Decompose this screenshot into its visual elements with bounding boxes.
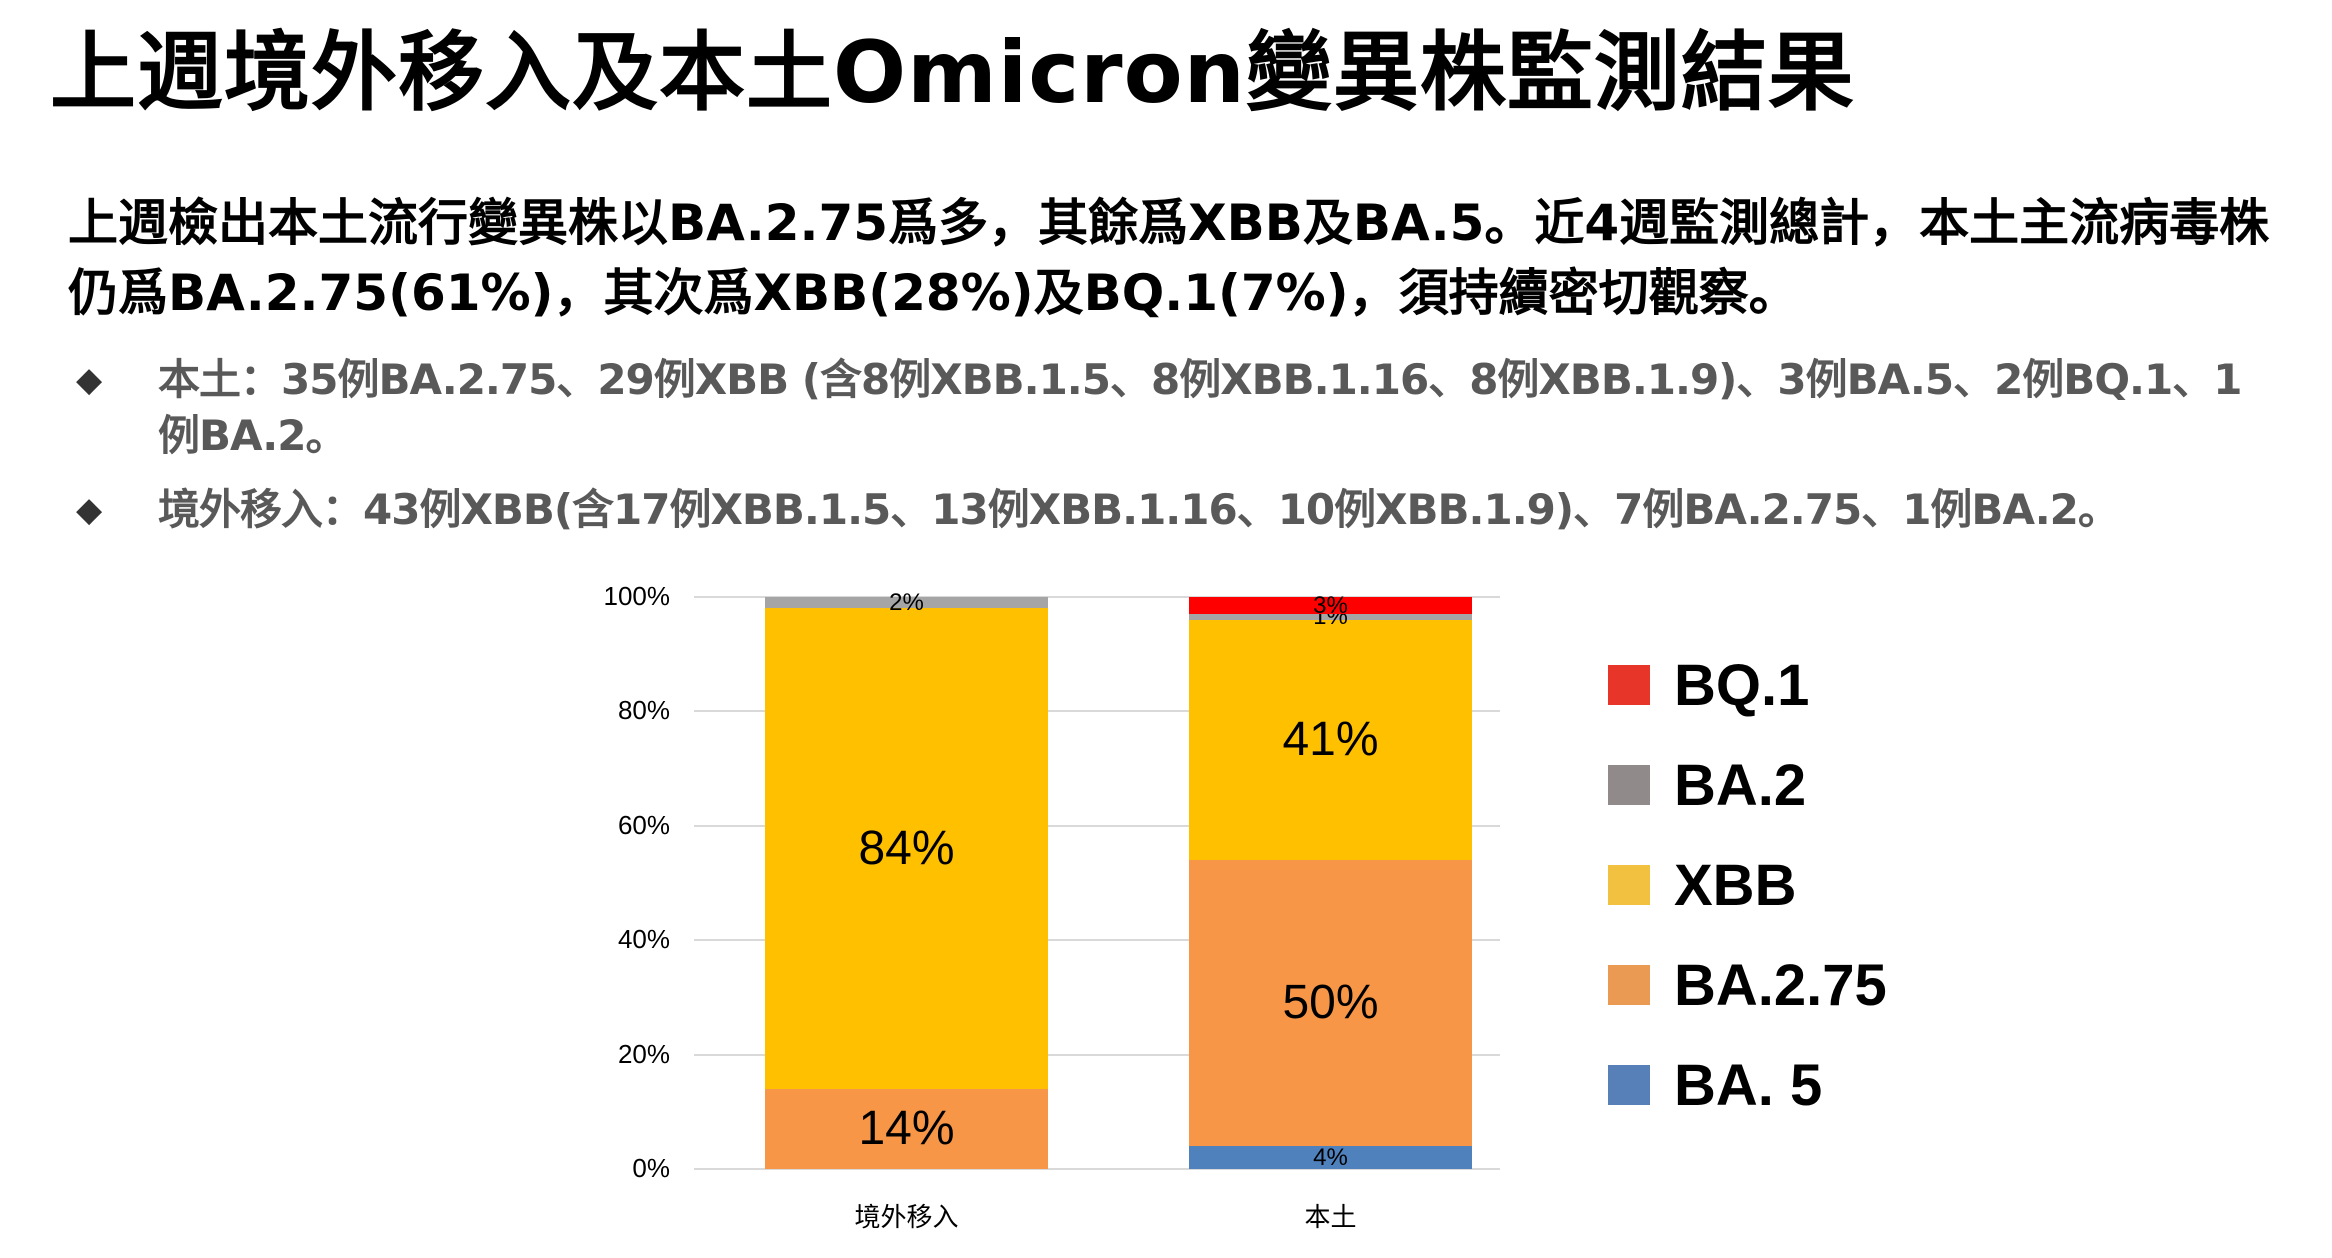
y-axis-tick-label: 80% [617,695,670,726]
legend-label: BQ.1 [1674,652,1810,718]
data-label: 2% [889,588,924,616]
x-axis-category-label: 本土 [1304,1203,1357,1233]
y-axis-tick-label: 40% [617,924,670,955]
legend-swatch-icon [1608,965,1650,1005]
data-label: 50% [1282,976,1379,1030]
diamond-bullet-icon: ◆ [76,490,102,530]
bar-segment-ba2 [765,597,1048,609]
data-label: 84% [858,821,955,875]
legend-item: XBB [1608,835,1887,935]
legend-swatch-icon [1608,665,1650,705]
legend-item: BQ.1 [1608,635,1887,735]
y-axis-tick-label: 100% [603,581,671,611]
y-axis-tick-label: 60% [617,809,670,840]
bar-segment-xbb [765,608,1048,1089]
legend-label: XBB [1674,852,1797,918]
bullet-list: ◆ 本土：35例BA.2.75、29例XBB (含8例XBB.1.5、8例XBB… [68,352,2268,556]
bar-segment-ba2 [1189,614,1472,620]
gridline [694,596,1500,598]
gridline [694,1168,1500,1170]
data-label: 14% [858,1101,955,1155]
data-label: 41% [1282,713,1379,766]
legend-swatch-icon [1608,765,1650,805]
bar-segment-xbb [1189,619,1472,861]
y-axis-tick-label: 20% [617,1038,670,1069]
bullet-text: 境外移入：43例XBB(含17例XBB.1.5、13例XBB.1.16、10例X… [158,485,2120,534]
x-axis-category-label: 境外移入 [854,1203,959,1233]
bar-segment-ba275 [765,1088,1048,1169]
gridline [694,1053,1500,1056]
data-label: 4% [1313,1143,1348,1171]
slide-title: 上週境外移入及本土Omicron變異株監測結果 [50,23,1855,123]
legend-item: BA.2.75 [1608,935,1887,1035]
legend-label: BA.2 [1674,752,1807,818]
y-axis-tick-label: 0% [632,1153,670,1183]
gridline [694,939,1500,942]
bar-segment-ba5 [1189,1146,1472,1169]
bullet-domestic: ◆ 本土：35例BA.2.75、29例XBB (含8例XBB.1.5、8例XBB… [68,352,2268,464]
bullet-text: 本土：35例BA.2.75、29例XBB (含8例XBB.1.5、8例XBB.1… [158,355,2242,460]
bar-0: 14% 84% 2% [765,589,1048,1169]
legend-swatch-icon [1608,865,1650,905]
gridline [694,710,1500,713]
legend-label: BA.2.75 [1674,952,1887,1018]
bar-1: 4% 50% 41% 1% 3% [1189,592,1472,1171]
bar-segment-bq1 [1189,597,1472,615]
stacked-bar-chart: 0% 20% 40% 60% 80% 100% 14% 84% 2% 境外移入 4% 50% 41% 1%… [560,560,1560,1250]
legend-item: BA. 5 [1608,1035,1887,1135]
chart-legend: BQ.1 BA.2 XBB BA.2.75 BA. 5 [1608,635,1887,1135]
bullet-imported: ◆ 境外移入：43例XBB(含17例XBB.1.5、13例XBB.1.16、10… [68,482,2268,538]
data-label: 3% [1313,591,1348,619]
summary-text: 上週檢出本土流行變異株以BA.2.75爲多，其餘爲XBB及BA.5。近4週監測總… [68,194,2270,322]
bar-segment-ba275 [1189,860,1472,1147]
legend-item: BA.2 [1608,735,1887,835]
diamond-bullet-icon: ◆ [76,360,102,400]
gridline [694,824,1500,827]
legend-swatch-icon [1608,1065,1650,1105]
legend-label: BA. 5 [1674,1052,1823,1118]
